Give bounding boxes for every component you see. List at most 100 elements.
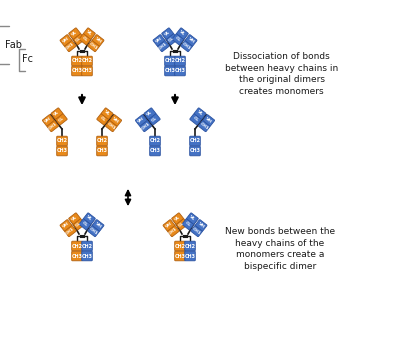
FancyBboxPatch shape xyxy=(190,146,200,156)
Text: CH3: CH3 xyxy=(174,68,186,74)
FancyBboxPatch shape xyxy=(190,136,200,146)
FancyBboxPatch shape xyxy=(166,34,178,45)
Text: New bonds between the
heavy chains of the
monomers create a
bispecific dimer: New bonds between the heavy chains of th… xyxy=(225,227,335,271)
Text: VL: VL xyxy=(86,30,93,37)
Text: CL: CL xyxy=(151,116,158,123)
Text: CH1: CH1 xyxy=(158,41,168,51)
FancyBboxPatch shape xyxy=(165,66,175,76)
Text: CH2: CH2 xyxy=(56,139,68,143)
FancyBboxPatch shape xyxy=(163,220,175,231)
Text: VL: VL xyxy=(71,215,78,222)
FancyBboxPatch shape xyxy=(101,108,113,119)
Text: VH: VH xyxy=(155,36,163,44)
Text: CH2: CH2 xyxy=(164,58,176,64)
FancyBboxPatch shape xyxy=(195,220,207,231)
Text: CH3: CH3 xyxy=(82,254,92,258)
Text: CL: CL xyxy=(174,36,182,43)
Text: CH3: CH3 xyxy=(190,149,200,153)
FancyBboxPatch shape xyxy=(73,218,85,230)
Text: VH: VH xyxy=(137,117,145,124)
Text: CL: CL xyxy=(168,36,176,43)
FancyBboxPatch shape xyxy=(194,108,206,119)
Text: CH2: CH2 xyxy=(150,139,160,143)
Text: CH1: CH1 xyxy=(48,121,58,131)
FancyBboxPatch shape xyxy=(82,241,92,251)
Text: VL: VL xyxy=(174,215,181,222)
Text: CH2: CH2 xyxy=(174,58,186,64)
Text: CL: CL xyxy=(99,116,106,123)
FancyBboxPatch shape xyxy=(97,136,107,146)
Text: CL: CL xyxy=(82,221,89,228)
FancyBboxPatch shape xyxy=(153,35,165,46)
FancyBboxPatch shape xyxy=(182,218,194,230)
FancyBboxPatch shape xyxy=(190,114,202,125)
Text: Fc: Fc xyxy=(22,54,33,64)
Text: Fab: Fab xyxy=(5,40,22,50)
FancyBboxPatch shape xyxy=(140,120,152,132)
FancyBboxPatch shape xyxy=(97,114,108,125)
Text: VL: VL xyxy=(53,110,60,117)
Text: CH3: CH3 xyxy=(82,68,92,74)
FancyBboxPatch shape xyxy=(79,34,91,45)
FancyBboxPatch shape xyxy=(150,136,160,146)
FancyBboxPatch shape xyxy=(158,40,169,52)
FancyBboxPatch shape xyxy=(84,28,95,39)
FancyBboxPatch shape xyxy=(177,28,188,39)
FancyBboxPatch shape xyxy=(42,115,54,126)
Text: CH1: CH1 xyxy=(199,121,210,131)
FancyBboxPatch shape xyxy=(191,225,202,237)
FancyBboxPatch shape xyxy=(175,241,185,251)
Text: CH1: CH1 xyxy=(106,121,116,131)
FancyBboxPatch shape xyxy=(181,40,192,52)
FancyBboxPatch shape xyxy=(110,115,122,126)
FancyBboxPatch shape xyxy=(172,213,183,224)
Text: VH: VH xyxy=(165,222,173,229)
FancyBboxPatch shape xyxy=(72,66,82,76)
Text: VH: VH xyxy=(44,117,52,124)
FancyBboxPatch shape xyxy=(187,213,198,224)
Text: VL: VL xyxy=(164,30,171,37)
Text: VL: VL xyxy=(71,30,78,37)
FancyBboxPatch shape xyxy=(57,136,67,146)
FancyBboxPatch shape xyxy=(175,251,185,261)
Text: CH3: CH3 xyxy=(56,149,68,153)
FancyBboxPatch shape xyxy=(88,225,100,237)
FancyBboxPatch shape xyxy=(60,35,72,46)
Text: CH2: CH2 xyxy=(72,244,82,248)
FancyBboxPatch shape xyxy=(69,213,80,224)
FancyBboxPatch shape xyxy=(150,146,160,156)
FancyBboxPatch shape xyxy=(57,146,67,156)
Text: CH1: CH1 xyxy=(88,41,99,51)
FancyBboxPatch shape xyxy=(82,251,92,261)
Text: CH3: CH3 xyxy=(72,254,82,258)
Text: CH1: CH1 xyxy=(65,226,76,236)
Text: CH2: CH2 xyxy=(96,139,108,143)
FancyBboxPatch shape xyxy=(176,218,188,230)
Text: CL: CL xyxy=(184,221,192,228)
Text: CH3: CH3 xyxy=(184,254,196,258)
Text: CH2: CH2 xyxy=(190,139,200,143)
Text: CH2: CH2 xyxy=(174,244,186,248)
FancyBboxPatch shape xyxy=(106,120,117,132)
FancyBboxPatch shape xyxy=(72,241,82,251)
FancyBboxPatch shape xyxy=(72,251,82,261)
Text: CH1: CH1 xyxy=(168,226,178,236)
Text: CL: CL xyxy=(82,36,89,43)
Text: CH1: CH1 xyxy=(65,41,76,51)
Text: CH1: CH1 xyxy=(140,121,151,131)
FancyBboxPatch shape xyxy=(73,34,85,45)
Text: CH3: CH3 xyxy=(150,149,160,153)
FancyBboxPatch shape xyxy=(172,34,184,45)
Text: CL: CL xyxy=(75,221,82,228)
Text: CL: CL xyxy=(178,221,186,228)
FancyBboxPatch shape xyxy=(56,114,67,125)
FancyBboxPatch shape xyxy=(88,40,100,52)
Text: CH3: CH3 xyxy=(164,68,176,74)
Text: CH2: CH2 xyxy=(72,58,82,64)
Text: VH: VH xyxy=(112,117,120,124)
Text: Dissociation of bonds
between heavy chains in
the original dimers
creates monome: Dissociation of bonds between heavy chai… xyxy=(225,52,338,96)
FancyBboxPatch shape xyxy=(198,120,210,132)
Text: CH1: CH1 xyxy=(88,226,99,236)
FancyBboxPatch shape xyxy=(97,146,107,156)
FancyBboxPatch shape xyxy=(185,251,195,261)
